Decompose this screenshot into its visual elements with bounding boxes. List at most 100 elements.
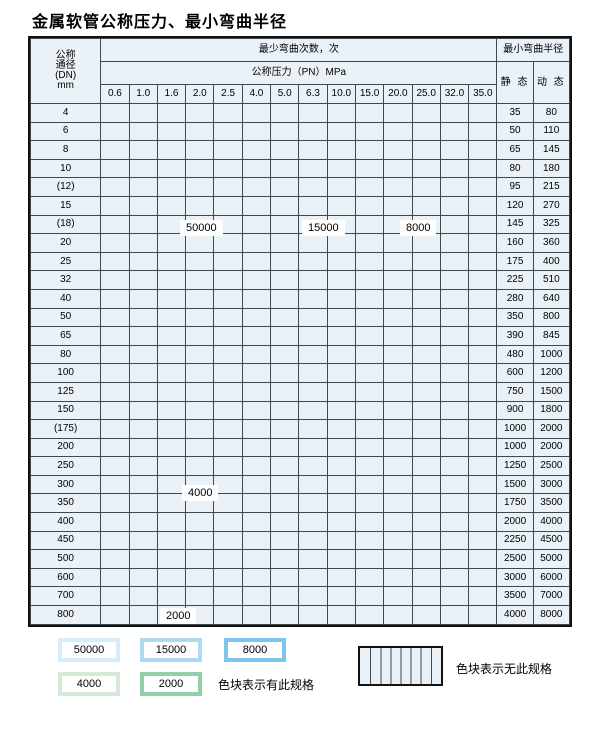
spec-cell — [100, 419, 130, 439]
spec-cell — [411, 549, 441, 569]
spec-cell — [411, 363, 441, 383]
pressure-header-2: 1.6 — [156, 84, 187, 104]
spec-cell — [270, 288, 300, 309]
spec-cell — [468, 456, 498, 476]
spec-cell — [213, 288, 243, 309]
spec-cell — [383, 158, 413, 179]
dn-value: 450 — [29, 530, 102, 551]
spec-cell — [241, 344, 272, 365]
spec-cell — [383, 456, 413, 476]
spec-cell — [383, 512, 413, 532]
pressure-header-4: 2.5 — [213, 84, 243, 104]
spec-cell — [439, 419, 470, 439]
table-row: (18) 145 325 — [29, 214, 571, 235]
spec-cell — [241, 363, 272, 383]
spec-cell — [185, 586, 215, 607]
spec-cell — [213, 474, 243, 495]
spec-cell — [185, 288, 215, 309]
table-row: 300 1500 3000 — [29, 474, 571, 495]
spec-cell — [128, 530, 158, 551]
spec-cell — [185, 103, 215, 123]
dynamic-radius: 3500 — [532, 493, 571, 514]
spec-cell — [156, 214, 187, 235]
spec-cell — [439, 549, 470, 569]
spec-cell — [298, 530, 328, 551]
spec-cell — [241, 381, 272, 402]
table-row: (12) 95 215 — [29, 177, 571, 197]
spec-cell — [354, 233, 385, 253]
spec-cell — [241, 586, 272, 607]
header-dn: 公称 通径 (DN) mm — [29, 38, 102, 104]
static-radius: 160 — [496, 233, 534, 253]
legend-no-spec-swatch — [358, 646, 443, 686]
spec-cell — [298, 307, 328, 328]
spec-cell — [270, 437, 300, 458]
header-row-2: 公称压力（PN）MPa 静 态 动 态 — [31, 61, 571, 104]
spec-cell — [213, 270, 243, 290]
spec-cell — [185, 121, 215, 142]
spec-cell — [185, 140, 215, 160]
spec-cell — [241, 530, 272, 551]
header-dn-line-3: (DN) — [55, 70, 77, 81]
spec-cell — [128, 140, 158, 160]
dn-value: 80 — [29, 344, 102, 365]
spec-cell — [354, 158, 385, 179]
spec-cell — [156, 140, 187, 160]
dynamic-radius: 5000 — [532, 549, 571, 569]
table-row: 80 480 1000 — [29, 344, 571, 365]
spec-cell — [354, 456, 385, 476]
spec-cell — [326, 270, 356, 290]
static-radius: 2500 — [496, 549, 534, 569]
spec-cell — [298, 419, 328, 439]
static-radius: 480 — [496, 344, 534, 365]
cycle-count-callout: 8000 — [400, 220, 437, 236]
spec-cell — [326, 103, 356, 123]
spec-cell — [213, 400, 243, 421]
spec-cell — [241, 456, 272, 476]
dn-value: 150 — [29, 400, 102, 421]
spec-cell — [326, 363, 356, 383]
spec-cell — [100, 530, 130, 551]
spec-cell — [185, 195, 215, 216]
spec-cell — [383, 307, 413, 328]
spec-cell — [270, 158, 300, 179]
spec-cell — [241, 233, 272, 253]
spec-cell — [156, 549, 187, 569]
spec-cell — [100, 363, 130, 383]
dynamic-radius: 110 — [532, 121, 571, 142]
dynamic-radius: 1500 — [532, 381, 571, 402]
spec-cell — [156, 493, 187, 514]
dn-value: 500 — [29, 549, 102, 569]
spec-cell — [156, 158, 187, 179]
spec-cell — [100, 512, 130, 532]
dn-value: (175) — [29, 419, 102, 439]
spec-cell — [100, 270, 130, 290]
spec-cell — [326, 195, 356, 216]
spec-cell — [298, 512, 328, 532]
dn-value: 25 — [29, 251, 102, 272]
static-radius: 600 — [496, 363, 534, 383]
spec-cell — [468, 381, 498, 402]
spec-cell — [100, 140, 130, 160]
spec-cell — [128, 381, 158, 402]
spec-cell — [298, 605, 328, 625]
dynamic-radius: 360 — [532, 233, 571, 253]
spec-cell — [213, 158, 243, 179]
spec-cell — [100, 605, 130, 625]
spec-cell — [270, 251, 300, 272]
spec-cell — [326, 381, 356, 402]
table-row: 8 65 145 — [29, 140, 571, 160]
spec-cell — [128, 605, 158, 625]
dn-value: 20 — [29, 233, 102, 253]
static-radius: 350 — [496, 307, 534, 328]
spec-cell — [270, 326, 300, 346]
spec-cell — [383, 474, 413, 495]
spec-cell — [411, 419, 441, 439]
table-row: 100 600 1200 — [29, 363, 571, 383]
dynamic-radius: 400 — [532, 251, 571, 272]
spec-cell — [270, 512, 300, 532]
spec-cell — [213, 103, 243, 123]
spec-cell — [354, 251, 385, 272]
spec-cell — [298, 158, 328, 179]
dn-value: 350 — [29, 493, 102, 514]
